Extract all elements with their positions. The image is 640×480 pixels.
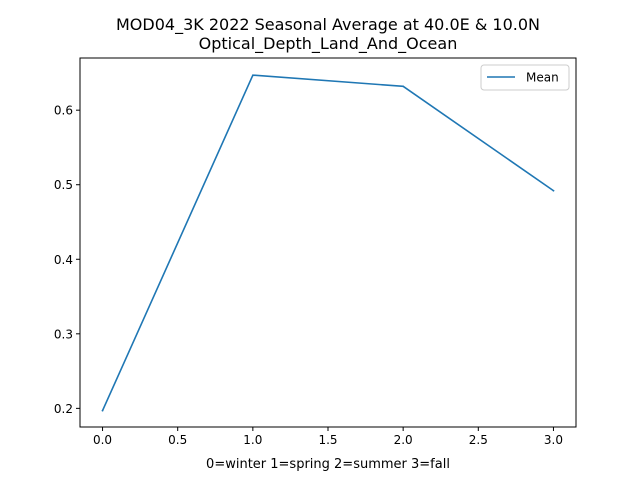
- chart-title: MOD04_3K 2022 Seasonal Average at 40.0E …: [116, 15, 540, 35]
- x-tick-label: 0.5: [168, 433, 187, 447]
- data-point: [252, 74, 254, 76]
- data-point: [101, 409, 104, 412]
- x-axis-label: 0=winter 1=spring 2=summer 3=fall: [206, 457, 450, 472]
- legend: Mean: [480, 64, 570, 91]
- data-point: [552, 189, 555, 192]
- x-tick-label: 1.5: [318, 433, 337, 447]
- data-point: [402, 85, 404, 88]
- x-tick-label: 2.5: [469, 433, 488, 447]
- series-line-mean: [101, 74, 555, 412]
- x-tick-label: 3.0: [544, 433, 563, 447]
- x-tick-label: 0.0: [93, 433, 112, 447]
- series-layer: [101, 74, 555, 412]
- y-tick-label: 0.6: [54, 104, 73, 118]
- y-tick-label: 0.2: [54, 402, 73, 416]
- legend-box: [480, 64, 570, 91]
- y-tick-label: 0.3: [54, 327, 73, 341]
- legend-label: Mean: [526, 71, 559, 85]
- chart-subtitle: Optical_Depth_Land_And_Ocean: [199, 34, 458, 54]
- y-axis: 0.2 0.3 0.4 0.5 0.6: [54, 104, 80, 416]
- x-tick-label: 1.0: [243, 433, 262, 447]
- x-tick-label: 2.0: [394, 433, 413, 447]
- y-tick-label: 0.5: [54, 178, 73, 192]
- x-axis: 0.0 0.5 1.0 1.5 2.0 2.5 3.0: [93, 427, 563, 447]
- y-tick-label: 0.4: [54, 253, 73, 267]
